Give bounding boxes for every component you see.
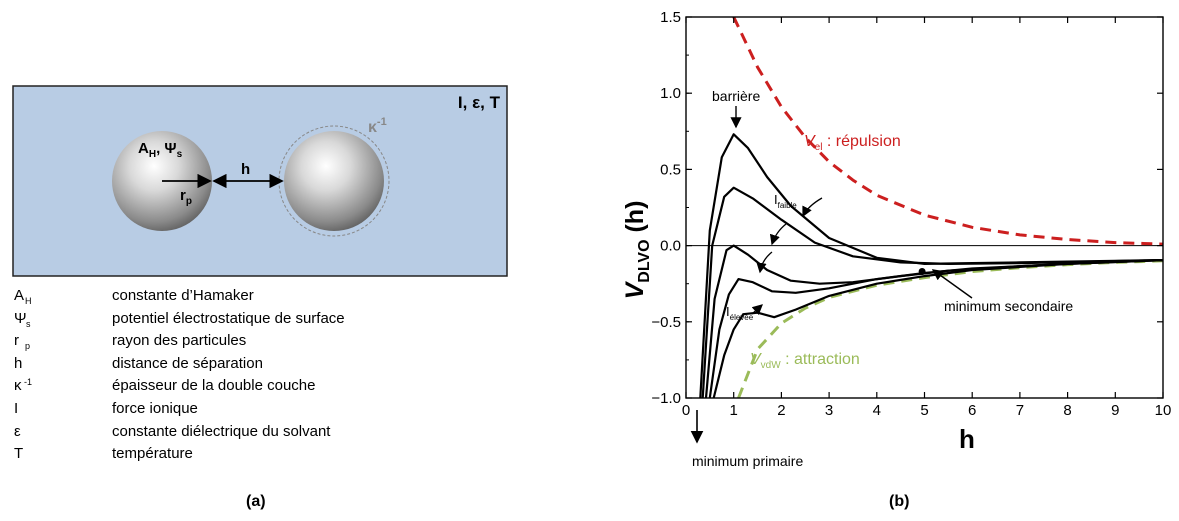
caption-b: (b) xyxy=(889,493,910,510)
repulsion-series xyxy=(732,16,1164,246)
ionic-arrow-2 xyxy=(769,223,787,246)
particle-diagram: I, ε, T κ-1 AH, Ψs rp h xyxy=(12,85,508,277)
conditions-label: I, ε, T xyxy=(458,93,501,112)
y-axis-label: VDLVO (h) xyxy=(621,201,653,300)
low-ionic-strength-label: Ifaible xyxy=(774,192,797,210)
legend-symbol-superscript: -1 xyxy=(24,377,33,388)
secondary-minimum-arrow xyxy=(931,269,973,299)
plot-frame xyxy=(685,16,1164,399)
radius-label: rp xyxy=(180,187,192,207)
legend-description: épaisseur de la double couche xyxy=(112,377,316,395)
dlvo-curve xyxy=(701,186,1164,399)
primary-minimum-label: minimum primaire xyxy=(692,453,803,469)
legend-row: h distance de séparation xyxy=(14,354,514,373)
repulsion-label: Vel : répulsion xyxy=(804,133,901,153)
caption-a: (a) xyxy=(246,493,266,510)
y-tick-label: 0.0 xyxy=(660,238,681,255)
legend-symbol: h xyxy=(14,354,23,372)
debye-length-label: κ-1 xyxy=(368,116,387,136)
ionic-arrow-3 xyxy=(756,251,773,274)
legend-description: constante d’Hamaker xyxy=(112,287,254,304)
barrier-label: barrière xyxy=(712,88,760,104)
legend-description: rayon des particules xyxy=(112,332,247,350)
y-tick-label: 1.5 xyxy=(660,9,681,26)
legend-row: κ -1 épaisseur de la double couche xyxy=(14,376,514,395)
dlvo-chart: 0 1 2 3 4 5 6 7 8 9 10 −1.0 −0.5 0.0 0.5 1.0 1.5 VDLVO (… xyxy=(621,9,1172,469)
dlvo-curve xyxy=(699,133,1164,399)
y-tick-label: −1.0 xyxy=(651,390,681,407)
high-ionic-strength-label: Iélevée xyxy=(726,304,754,322)
particle-right xyxy=(284,131,384,231)
legend-description: distance de séparation xyxy=(112,354,263,372)
y-tick-label: −0.5 xyxy=(651,314,681,331)
legend-symbol-subscript: H xyxy=(25,296,32,306)
x-tick-label: 7 xyxy=(1016,402,1024,419)
dlvo-curve xyxy=(708,259,1164,399)
legend-row: ε constante diélectrique du solvant xyxy=(14,422,514,441)
legend-row: r p rayon des particules xyxy=(14,331,514,351)
dlvo-curve xyxy=(712,259,1164,399)
x-tick-label: 8 xyxy=(1063,402,1071,419)
legend-symbol: I xyxy=(14,400,19,417)
legend-description: constante diélectrique du solvant xyxy=(112,422,331,440)
legend-symbol: Ψ xyxy=(14,309,27,327)
secondary-minimum-label: minimum secondaire xyxy=(944,298,1073,314)
x-tick-label: 10 xyxy=(1155,402,1172,419)
legend-description: température xyxy=(112,445,193,463)
x-tick-label: 9 xyxy=(1111,402,1119,419)
legend-symbol: ε xyxy=(14,422,21,440)
dlvo-curve xyxy=(704,244,1164,399)
legend-symbol: T xyxy=(14,445,24,463)
legend-symbol-subscript: p xyxy=(25,341,31,352)
distance-label: h xyxy=(241,161,250,178)
particle-properties-label: AH, Ψs xyxy=(138,140,183,160)
legend-symbol: r xyxy=(14,332,19,350)
y-tick-label: 1.0 xyxy=(660,85,681,102)
x-tick-label: 0 xyxy=(682,402,690,419)
panel-b: 0 1 2 3 4 5 6 7 8 9 10 −1.0 −0.5 0.0 0.5 1.0 1.5 VDLVO (… xyxy=(600,0,1179,521)
legend-symbol-subscript: s xyxy=(26,318,31,329)
attraction-label: VvdW : attraction xyxy=(750,351,860,371)
x-tick-label: 1 xyxy=(730,402,738,419)
legend-symbol: A xyxy=(14,287,25,304)
secondary-minimum-point xyxy=(918,268,926,276)
legend-symbol: κ xyxy=(14,377,22,395)
legend-description: potentiel électrostatique de surface xyxy=(112,309,345,327)
high-ionic-arrow xyxy=(751,304,763,315)
legend-description: force ionique xyxy=(112,400,198,417)
x-tick-label: 6 xyxy=(968,402,976,419)
y-tick-label: 0.5 xyxy=(660,161,681,178)
x-tick-label: 2 xyxy=(777,402,785,419)
x-axis-label: h xyxy=(959,424,975,454)
attraction-series xyxy=(737,259,1164,399)
ionic-arrow-1 xyxy=(802,197,823,218)
x-tick-label: 3 xyxy=(825,402,833,419)
x-tick-label: 5 xyxy=(920,402,928,419)
x-tick-label: 4 xyxy=(873,402,881,419)
